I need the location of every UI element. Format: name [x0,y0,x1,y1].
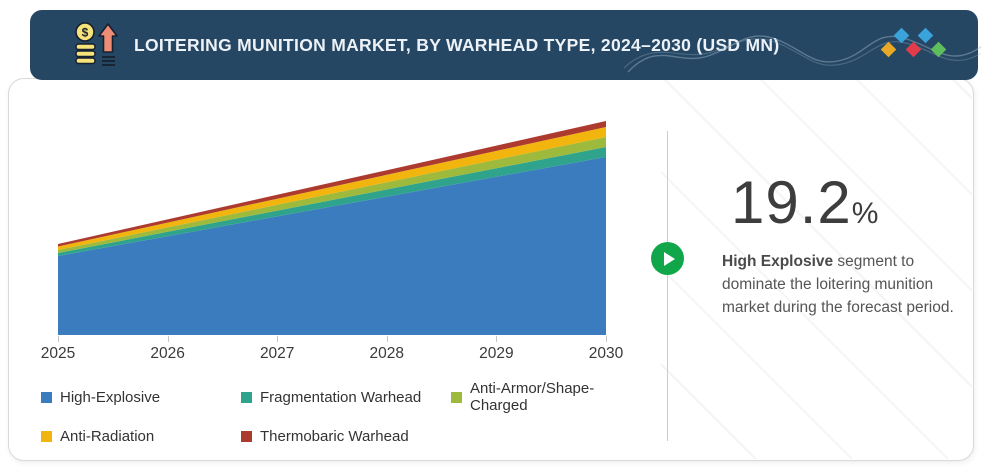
money-growth-icon: $ [75,22,118,66]
legend-swatch [241,391,252,403]
header-bar: $ LOITERING MUNITION MARKET, BY WARHEAD … [30,10,981,80]
axis-tick [167,336,169,342]
logo-diamond [917,27,934,44]
axis-tick [386,336,388,342]
axis-tick [496,336,498,342]
axis-tick [606,336,607,342]
legend-item: Thermobaric Warhead [241,428,451,445]
logo-diamond [880,41,897,58]
area-series [58,121,606,247]
logo-diamond [893,27,910,44]
legend-item: Anti-Radiation [41,428,241,445]
callout-value: 19.2% [731,173,878,233]
callout-body: segment to dominate the loitering muniti… [722,253,954,316]
axis-tick [277,336,279,342]
svg-text:$: $ [82,26,89,40]
legend-item: Anti-Armor/Shape-Charged [451,380,651,414]
legend-label: Anti-Armor/Shape-Charged [470,380,595,414]
chart-legend: High-Explosive Fragmentation Warhead Anti-… [41,380,651,445]
legend-item: High-Explosive [41,380,241,414]
callout-text: High Explosive segment to dominate the l… [722,250,954,319]
chart-card: 2025 2026 2027 2028 2029 2030 High-Explosive F… [8,78,974,461]
play-icon [664,251,675,266]
x-axis-label: 2027 [259,345,295,362]
callout-unit: % [851,197,879,230]
area-series [58,137,606,253]
axis-tick [58,336,59,342]
x-axis-label: 2029 [479,345,514,362]
area-series [58,157,606,335]
legend-label: Anti-Radiation [60,428,155,445]
legend-swatch [241,431,252,442]
x-axis: 2025 2026 2027 2028 2029 2030 [41,336,623,372]
legend-swatch [451,391,462,403]
play-button[interactable] [651,242,684,275]
x-axis-label: 2028 [369,345,405,362]
legend-item: Fragmentation Warhead [241,380,451,414]
x-axis-label: 2025 [40,345,76,362]
area-series [58,127,606,250]
x-axis-label: 2030 [588,345,624,362]
legend-label: Thermobaric Warhead [260,428,409,445]
callout-number: 19.2 [731,169,852,236]
legend-swatch [41,431,52,442]
legend-label: High-Explosive [60,388,161,406]
legend-label: Fragmentation Warhead [260,388,422,406]
x-axis-label: 2026 [150,345,185,362]
logo-diamond [930,41,947,58]
callout-highlight: High Explosive [722,253,834,270]
logo-diamond [905,41,922,58]
area-series [58,147,606,256]
legend-swatch [41,391,52,403]
page-title: LOITERING MUNITION MARKET, BY WARHEAD TY… [134,34,780,55]
vertical-divider [667,131,668,441]
stacked-area-svg [58,121,606,335]
